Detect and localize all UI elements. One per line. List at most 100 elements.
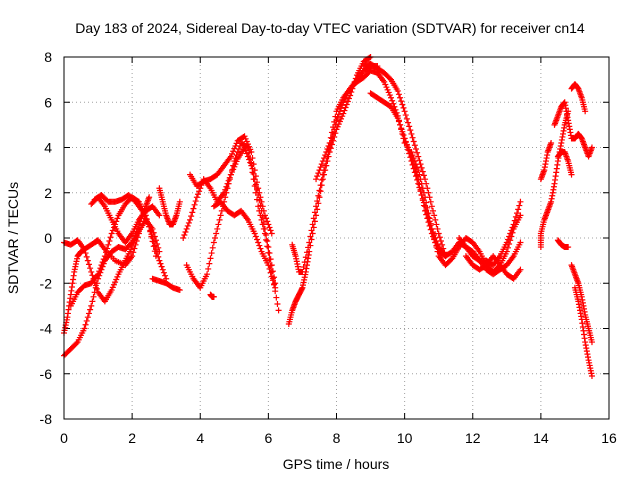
data-point xyxy=(418,180,425,187)
x-tick-label: 10 xyxy=(397,430,413,446)
data-point xyxy=(243,138,250,145)
data-point xyxy=(189,209,196,216)
data-point xyxy=(264,218,271,225)
data-point xyxy=(246,143,253,150)
data-point xyxy=(188,213,195,220)
series-track-26 xyxy=(551,99,595,160)
data-point xyxy=(319,158,326,165)
data-point xyxy=(340,110,347,117)
data-point xyxy=(328,129,335,136)
data-point xyxy=(130,249,137,256)
data-point xyxy=(215,221,222,228)
data-point xyxy=(386,92,393,99)
data-point xyxy=(213,230,220,237)
data-point xyxy=(266,224,273,231)
data-point xyxy=(308,236,315,243)
data-point xyxy=(256,242,263,249)
data-point xyxy=(516,202,523,209)
data-point xyxy=(227,153,234,160)
data-point xyxy=(81,325,88,332)
data-point xyxy=(420,172,427,179)
data-point xyxy=(432,239,439,246)
data-point xyxy=(397,121,404,128)
data-point xyxy=(339,113,346,120)
data-point xyxy=(191,201,198,208)
series-track-17 xyxy=(360,60,449,260)
data-point xyxy=(431,235,438,241)
data-point xyxy=(313,176,320,183)
data-point xyxy=(227,171,234,178)
data-point xyxy=(335,121,342,128)
data-point xyxy=(81,246,88,253)
data-point xyxy=(83,317,90,324)
data-point xyxy=(260,219,267,226)
data-point xyxy=(268,230,275,237)
series-track-22 xyxy=(462,253,524,282)
data-point xyxy=(248,149,255,156)
data-point xyxy=(335,111,342,118)
data-point xyxy=(207,255,214,262)
data-point xyxy=(160,269,167,276)
data-point xyxy=(268,273,275,280)
y-axis-title: SDTVAR / TECUs xyxy=(5,182,21,294)
y-tick-label: -2 xyxy=(40,275,53,291)
data-point xyxy=(405,144,412,151)
data-point xyxy=(412,161,419,168)
series-track-13 xyxy=(207,291,217,300)
series-track-6 xyxy=(91,192,159,260)
y-tick-label: 6 xyxy=(44,94,52,110)
data-point xyxy=(231,163,238,170)
data-point xyxy=(302,254,309,261)
data-point xyxy=(264,238,271,245)
data-point xyxy=(223,189,230,196)
data-point xyxy=(266,250,273,257)
series-track-27 xyxy=(554,149,575,178)
series-track-8 xyxy=(156,185,183,228)
data-point xyxy=(430,207,437,214)
data-point xyxy=(230,148,237,155)
data-point xyxy=(101,253,108,260)
data-point xyxy=(395,91,402,98)
data-point xyxy=(319,171,326,178)
data-point xyxy=(407,127,414,134)
data-point xyxy=(428,225,435,232)
data-point xyxy=(420,189,427,196)
data-point xyxy=(315,170,322,177)
data-point xyxy=(432,216,439,223)
data-point xyxy=(416,171,423,178)
data-point xyxy=(99,259,106,266)
data-point xyxy=(415,153,422,160)
data-point xyxy=(109,227,116,234)
data-point xyxy=(90,293,97,300)
data-point xyxy=(267,269,274,276)
data-point xyxy=(260,207,267,214)
data-point xyxy=(231,145,238,152)
data-point xyxy=(424,204,431,211)
data-point xyxy=(88,268,95,275)
data-point xyxy=(417,176,424,183)
data-point xyxy=(324,146,331,153)
data-point xyxy=(256,189,263,196)
data-point xyxy=(151,248,158,255)
data-point xyxy=(414,164,421,171)
data-point xyxy=(408,149,415,156)
series-track-16 xyxy=(313,67,408,183)
data-point xyxy=(229,150,236,157)
data-point xyxy=(317,182,324,189)
data-point xyxy=(267,256,274,263)
data-point xyxy=(408,130,415,137)
data-point xyxy=(406,123,413,130)
data-point xyxy=(255,239,262,246)
data-point xyxy=(218,207,225,214)
data-point xyxy=(403,115,410,122)
data-point xyxy=(106,238,113,245)
data-point xyxy=(503,248,510,255)
data-point xyxy=(97,265,104,272)
data-point xyxy=(192,198,199,205)
data-point xyxy=(212,235,219,241)
data-point xyxy=(327,134,334,141)
data-point xyxy=(384,86,391,93)
data-point xyxy=(180,235,187,241)
x-tick-label: 8 xyxy=(333,430,341,446)
